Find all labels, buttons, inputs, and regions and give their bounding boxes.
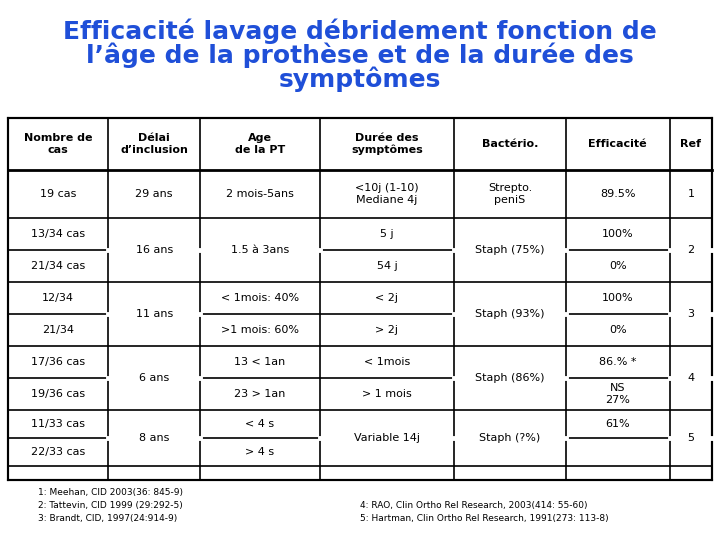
Text: Bactério.: Bactério. — [482, 139, 539, 149]
Bar — [8, 118, 712, 480]
Text: 100%: 100% — [602, 293, 634, 303]
Text: Staph (?%): Staph (?%) — [480, 433, 541, 443]
Text: symptômes: symptômes — [279, 66, 441, 92]
Text: 54 j: 54 j — [377, 261, 397, 271]
Text: 22/33 cas: 22/33 cas — [31, 447, 85, 457]
Text: >1 mois: 60%: >1 mois: 60% — [221, 325, 299, 335]
Text: 2 mois-5ans: 2 mois-5ans — [226, 189, 294, 199]
Text: 21/34 cas: 21/34 cas — [31, 261, 85, 271]
Text: Délai
d’inclusion: Délai d’inclusion — [120, 133, 188, 155]
Text: 3: 3 — [688, 309, 694, 319]
Text: 2: 2 — [688, 245, 694, 255]
Text: Staph (93%): Staph (93%) — [475, 309, 545, 319]
Text: Efficacité: Efficacité — [588, 139, 647, 149]
Text: 29 ans: 29 ans — [135, 189, 173, 199]
Text: 0%: 0% — [609, 261, 626, 271]
Text: 5 j: 5 j — [380, 229, 394, 239]
Text: > 2j: > 2j — [375, 325, 398, 335]
Text: NS
27%: NS 27% — [606, 383, 630, 405]
Text: 23 > 1an: 23 > 1an — [234, 389, 286, 399]
Text: l’âge de la prothèse et de la durée des: l’âge de la prothèse et de la durée des — [86, 42, 634, 68]
Text: 1.5 à 3ans: 1.5 à 3ans — [231, 245, 289, 255]
Text: Efficacité lavage débridement fonction de: Efficacité lavage débridement fonction d… — [63, 18, 657, 44]
Text: < 1mois: 40%: < 1mois: 40% — [221, 293, 299, 303]
Text: 4: RAO, Clin Ortho Rel Research, 2003(414: 55-60): 4: RAO, Clin Ortho Rel Research, 2003(41… — [360, 501, 588, 510]
Text: > 1 mois: > 1 mois — [362, 389, 412, 399]
Text: 13/34 cas: 13/34 cas — [31, 229, 85, 239]
Text: < 2j: < 2j — [375, 293, 398, 303]
Text: 12/34: 12/34 — [42, 293, 74, 303]
Text: 5: Hartman, Clin Ortho Rel Research, 1991(273: 113-8): 5: Hartman, Clin Ortho Rel Research, 199… — [360, 514, 608, 523]
Text: Nombre de
cas: Nombre de cas — [24, 133, 92, 155]
Text: 86.% *: 86.% * — [599, 357, 636, 367]
Text: 1: 1 — [688, 189, 694, 199]
Text: 11/33 cas: 11/33 cas — [31, 419, 85, 429]
Text: 1: Meehan, CID 2003(36: 845-9): 1: Meehan, CID 2003(36: 845-9) — [38, 488, 183, 497]
Text: 61%: 61% — [606, 419, 630, 429]
Text: > 4 s: > 4 s — [246, 447, 274, 457]
Text: 19/36 cas: 19/36 cas — [31, 389, 85, 399]
Text: 4: 4 — [688, 373, 694, 383]
Text: Durée des
symptômes: Durée des symptômes — [351, 133, 423, 156]
Text: Ref: Ref — [680, 139, 701, 149]
Text: Variable 14j: Variable 14j — [354, 433, 420, 443]
Text: 13 < 1an: 13 < 1an — [234, 357, 286, 367]
Text: 17/36 cas: 17/36 cas — [31, 357, 85, 367]
Text: 21/34: 21/34 — [42, 325, 74, 335]
Text: 100%: 100% — [602, 229, 634, 239]
Text: 8 ans: 8 ans — [139, 433, 169, 443]
Text: Staph (75%): Staph (75%) — [475, 245, 545, 255]
Text: Strepto.
peniS: Strepto. peniS — [488, 183, 532, 205]
Text: <10j (1-10)
Mediane 4j: <10j (1-10) Mediane 4j — [355, 183, 419, 205]
Text: Staph (86%): Staph (86%) — [475, 373, 545, 383]
Text: 2: Tattevin, CID 1999 (29:292-5): 2: Tattevin, CID 1999 (29:292-5) — [38, 501, 183, 510]
Text: 11 ans: 11 ans — [135, 309, 173, 319]
Text: < 4 s: < 4 s — [246, 419, 274, 429]
Text: 89.5%: 89.5% — [600, 189, 636, 199]
Text: 5: 5 — [688, 433, 694, 443]
Text: 19 cas: 19 cas — [40, 189, 76, 199]
Text: 6 ans: 6 ans — [139, 373, 169, 383]
Text: 3: Brandt, CID, 1997(24:914-9): 3: Brandt, CID, 1997(24:914-9) — [38, 514, 177, 523]
Text: 0%: 0% — [609, 325, 626, 335]
Text: < 1mois: < 1mois — [364, 357, 410, 367]
Text: 16 ans: 16 ans — [135, 245, 173, 255]
Text: Age
de la PT: Age de la PT — [235, 133, 285, 155]
